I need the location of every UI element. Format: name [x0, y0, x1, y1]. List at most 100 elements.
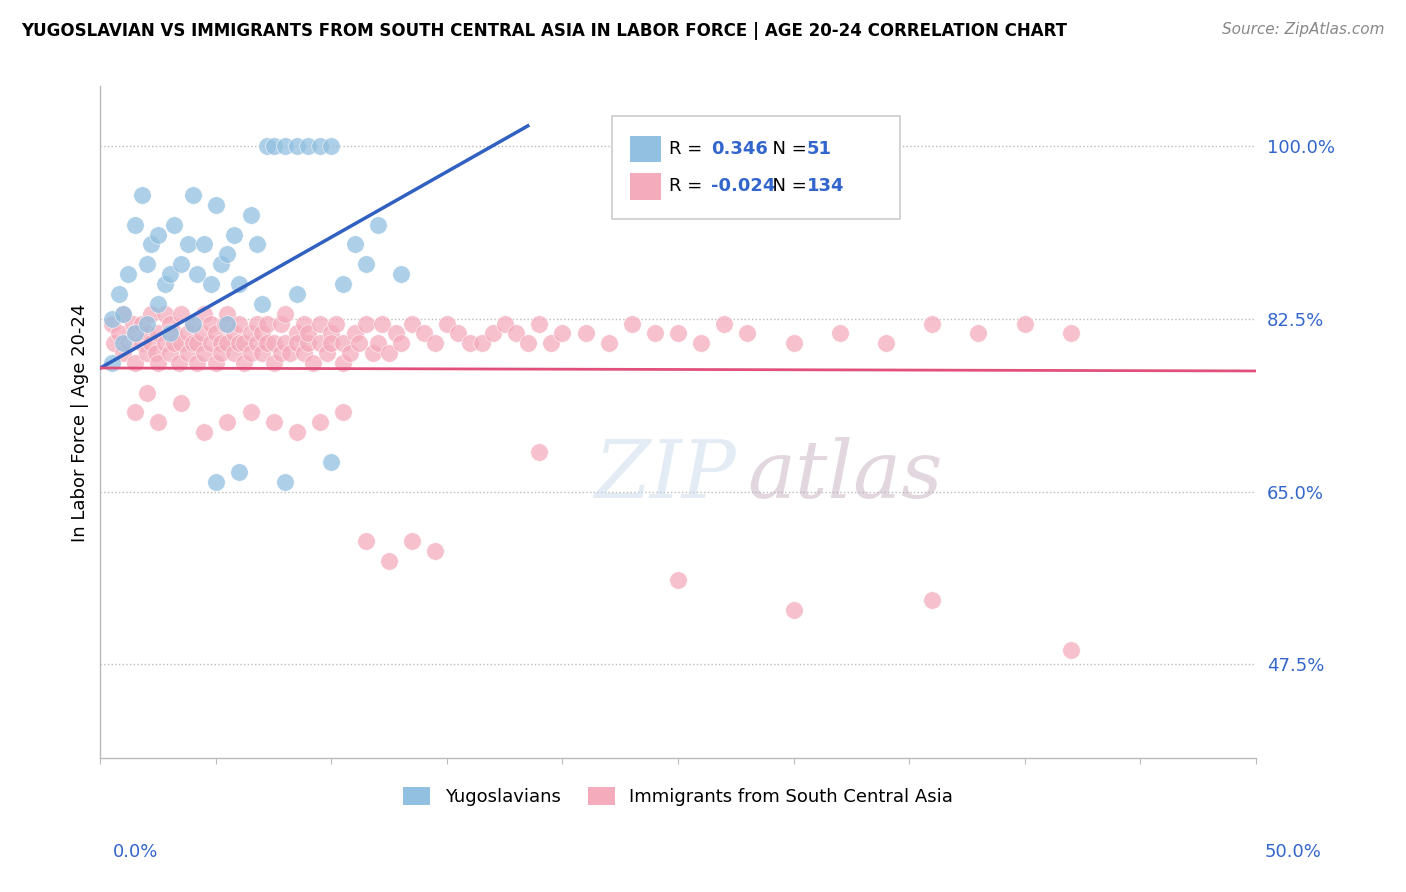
Point: [482, 326, 505, 341]
Point: [141, 336, 163, 351]
Text: 51: 51: [807, 140, 832, 158]
Point: [246, 317, 269, 331]
Point: [361, 346, 384, 360]
Point: [250, 326, 273, 341]
Point: [181, 317, 204, 331]
Point: [200, 317, 222, 331]
Point: [141, 307, 163, 321]
Point: [921, 317, 943, 331]
Point: [159, 267, 181, 281]
Point: [217, 415, 239, 429]
Point: [159, 317, 181, 331]
Point: [112, 346, 135, 360]
Point: [308, 336, 330, 351]
Point: [737, 326, 759, 341]
Point: [170, 336, 193, 351]
Point: [177, 237, 200, 252]
Point: [270, 346, 292, 360]
Point: [124, 405, 146, 419]
Point: [135, 326, 157, 341]
Point: [193, 307, 215, 321]
Point: [217, 247, 239, 261]
Point: [378, 346, 401, 360]
Point: [321, 326, 343, 341]
Text: N =: N =: [761, 178, 813, 195]
Point: [292, 346, 315, 360]
Point: [782, 336, 804, 351]
Point: [159, 346, 181, 360]
Point: [285, 425, 308, 440]
Point: [321, 138, 343, 153]
Point: [153, 307, 176, 321]
Point: [875, 336, 897, 351]
Point: [332, 277, 354, 291]
Text: 134: 134: [807, 178, 845, 195]
Point: [246, 237, 269, 252]
Point: [285, 336, 308, 351]
Point: [1014, 317, 1036, 331]
Point: [1060, 642, 1083, 657]
Point: [256, 317, 278, 331]
Point: [263, 336, 285, 351]
Point: [170, 307, 193, 321]
Point: [297, 326, 319, 341]
Point: [124, 326, 146, 341]
Point: [505, 326, 527, 341]
Point: [108, 326, 131, 341]
Point: [153, 336, 176, 351]
Point: [354, 257, 377, 271]
Point: [228, 317, 250, 331]
Point: [354, 317, 377, 331]
Point: [239, 405, 262, 419]
Point: [250, 346, 273, 360]
Point: [101, 311, 124, 326]
Point: [124, 326, 146, 341]
Point: [246, 336, 269, 351]
Point: [458, 336, 481, 351]
Point: [285, 138, 308, 153]
Point: [308, 138, 330, 153]
Point: [321, 455, 343, 469]
Point: [124, 218, 146, 232]
Point: [782, 603, 804, 617]
Point: [181, 336, 204, 351]
Point: [574, 326, 596, 341]
Point: [159, 326, 181, 341]
Point: [921, 593, 943, 607]
Point: [297, 138, 319, 153]
Point: [170, 395, 193, 409]
Point: [302, 356, 325, 370]
Text: 50.0%: 50.0%: [1265, 843, 1322, 861]
Point: [516, 336, 538, 351]
Point: [217, 317, 239, 331]
Point: [250, 297, 273, 311]
Point: [713, 317, 735, 331]
Point: [447, 326, 470, 341]
Point: [163, 336, 186, 351]
Point: [177, 346, 200, 360]
Point: [389, 267, 412, 281]
Point: [186, 267, 208, 281]
Point: [224, 346, 246, 360]
Point: [332, 405, 354, 419]
Point: [347, 336, 370, 351]
Point: [828, 326, 851, 341]
Point: [146, 227, 169, 242]
Point: [193, 425, 215, 440]
Text: 0.346: 0.346: [711, 140, 768, 158]
Point: [551, 326, 574, 341]
Point: [135, 385, 157, 400]
Text: ZIP: ZIP: [593, 437, 735, 515]
Point: [117, 336, 139, 351]
Point: [153, 277, 176, 291]
Point: [278, 346, 301, 360]
Text: R =: R =: [669, 178, 709, 195]
Point: [205, 475, 228, 489]
Point: [666, 574, 689, 588]
Point: [121, 317, 143, 331]
Point: [529, 445, 551, 459]
Point: [425, 336, 447, 351]
Point: [112, 307, 135, 321]
Point: [285, 286, 308, 301]
Point: [146, 297, 169, 311]
